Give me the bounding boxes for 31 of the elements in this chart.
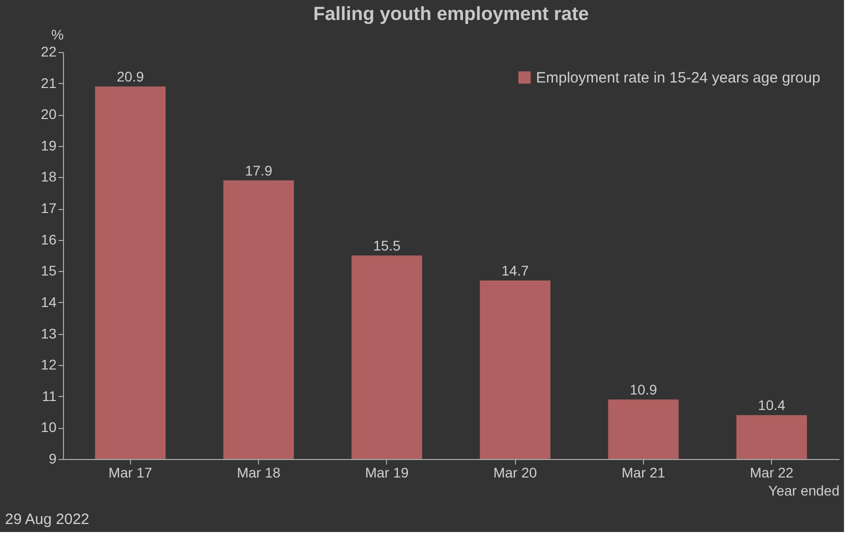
x-tick-label: Mar 18 bbox=[236, 464, 281, 480]
y-tick-label: 12 bbox=[40, 356, 57, 373]
data-label: 15.5 bbox=[373, 238, 401, 254]
x-tick-label: Mar 21 bbox=[622, 464, 666, 480]
x-axis-title: Year ended bbox=[768, 482, 840, 498]
y-tick-label: 15 bbox=[40, 262, 57, 279]
y-tick-label: 21 bbox=[40, 74, 57, 91]
data-label: 14.7 bbox=[502, 262, 529, 279]
x-tick-label: Mar 19 bbox=[365, 464, 409, 480]
data-label: 10.9 bbox=[630, 382, 658, 398]
y-tick-label: 17 bbox=[40, 200, 57, 216]
y-tick-label: 16 bbox=[40, 231, 57, 248]
text: 29 Aug 2022 bbox=[5, 511, 90, 528]
y-tick-label: 18 bbox=[40, 168, 57, 185]
data-label: 20.9 bbox=[116, 68, 144, 84]
x-tick-label: Mar 17 bbox=[108, 464, 152, 480]
x-tick-label: Mar 20 bbox=[493, 464, 538, 480]
y-tick-label: 9 bbox=[48, 450, 57, 466]
y-axis-title: % bbox=[51, 26, 64, 42]
x-tick-label: Mar 22 bbox=[750, 464, 794, 480]
y-tick-label: 11 bbox=[42, 388, 57, 404]
y-tick-label: 10 bbox=[40, 419, 57, 436]
y-tick-label: 22 bbox=[40, 44, 57, 60]
y-tick-label: 13 bbox=[40, 325, 57, 342]
legend-label: Employment rate in 15-24 years age group bbox=[536, 70, 820, 86]
y-tick-label: 20 bbox=[40, 106, 57, 122]
y-tick-label: 14 bbox=[40, 294, 57, 310]
chart-title: Falling youth employment rate bbox=[313, 4, 589, 25]
y-tick-label: 19 bbox=[40, 137, 57, 154]
data-label: 10.4 bbox=[758, 397, 786, 414]
data-label: 17.9 bbox=[244, 162, 272, 178]
